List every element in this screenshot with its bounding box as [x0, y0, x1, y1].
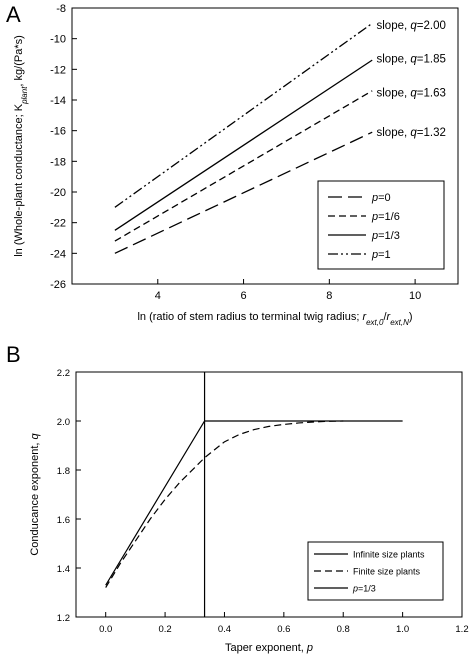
panel-b-series [105, 372, 403, 617]
panel-a-legend: p=0 p=1/6 p=1/3 p=1 [317, 180, 445, 270]
x-tick-label: 10 [409, 290, 421, 302]
panel-b-x-ticks: 0.0 0.2 0.4 0.6 0.8 1.0 1.2 [99, 612, 469, 635]
panel-a: A -26 -24 -22 -20 -18 -16 -14 -12 -10 -8 4 6 8 10 sl… [6, 2, 459, 327]
panel-b-x-axis-label: Taper exponent, p [225, 642, 313, 654]
legend-label: p=1/3 [371, 230, 400, 242]
y-tick-label: -10 [50, 34, 66, 46]
panel-b-legend: Infinite size plants Finite size plants p=… [307, 541, 444, 601]
slope-annotation: slope, q=1.32 [377, 127, 446, 139]
series-line [105, 420, 344, 588]
panel-a-annotations: slope, q=2.00 slope, q=1.85 slope, q=1.63 s… [377, 20, 446, 139]
series-line [114, 22, 373, 208]
panel-b-y-ticks: 1.2 1.4 1.6 1.8 2.0 2.2 [57, 368, 81, 624]
x-tick-label: 8 [326, 290, 332, 302]
series-line [114, 90, 373, 242]
series-line [114, 131, 373, 254]
y-tick-label: 1.4 [57, 564, 70, 575]
legend-label: Infinite size plants [353, 550, 425, 560]
y-tick-label: -16 [50, 126, 66, 138]
slope-annotation: slope, q=1.85 [377, 54, 446, 66]
series-line [114, 59, 373, 231]
panel-b: B 1.2 1.4 1.6 1.8 2.0 2.2 0.0 0.2 0.4 0.6 0.8 1.0 1… [6, 342, 469, 654]
panel-b-letter: B [6, 342, 21, 367]
y-tick-label: -18 [50, 156, 66, 168]
legend-label: p=0 [371, 192, 391, 204]
panel-a-x-ticks: 4 6 8 10 [155, 279, 421, 302]
y-tick-label: -22 [50, 218, 66, 230]
y-tick-label: -14 [50, 95, 66, 107]
y-tick-label: -12 [50, 64, 66, 76]
panel-a-plot-area [71, 7, 459, 285]
panel-a-x-axis-label: ln (ratio of stem radius to terminal twi… [137, 311, 412, 327]
slope-annotation: slope, q=2.00 [377, 20, 446, 32]
panel-a-y-ticks: -26 -24 -22 -20 -18 -16 -14 -12 -10 -8 [50, 3, 77, 291]
legend-label: p=1/6 [371, 211, 400, 223]
x-tick-label: 0.6 [277, 624, 290, 635]
x-tick-label: 0.8 [337, 624, 350, 635]
panel-b-y-axis-label: Conducance exponent, q [29, 432, 41, 555]
x-tick-label: 6 [240, 290, 246, 302]
y-tick-label: -26 [50, 279, 66, 291]
y-tick-label: 2.2 [57, 368, 70, 379]
slope-annotation: slope, q=1.63 [377, 87, 446, 99]
legend-box [317, 180, 445, 270]
panel-b-plot-area [75, 371, 463, 618]
x-tick-label: 0.4 [218, 624, 231, 635]
y-tick-label: -20 [50, 187, 66, 199]
panel-a-letter: A [6, 2, 21, 27]
x-tick-label: 1.2 [455, 624, 468, 635]
y-tick-label: -24 [50, 248, 66, 260]
legend-label: Finite size plants [353, 567, 421, 577]
y-tick-label: 1.6 [57, 515, 70, 526]
y-tick-label: 1.2 [57, 613, 70, 624]
y-tick-label: 2.0 [57, 417, 70, 428]
x-tick-label: 0.0 [99, 624, 112, 635]
x-tick-label: 4 [155, 290, 161, 302]
x-tick-label: 1.0 [396, 624, 409, 635]
legend-label: p=1 [371, 249, 391, 261]
x-tick-label: 0.2 [158, 624, 171, 635]
y-tick-label: -8 [56, 3, 66, 15]
legend-label: p=1/3 [352, 584, 376, 594]
y-tick-label: 1.8 [57, 466, 70, 477]
panel-a-y-axis-label: ln (Whole-plant conductance; Kplant, kg/… [13, 35, 29, 257]
panel-a-series [114, 22, 373, 254]
